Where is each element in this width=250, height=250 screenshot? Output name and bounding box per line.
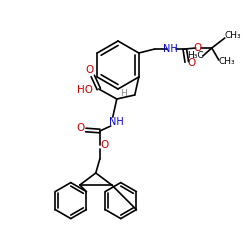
Text: H: H bbox=[120, 90, 127, 98]
Text: O: O bbox=[101, 140, 109, 150]
Text: CH₃: CH₃ bbox=[218, 58, 235, 66]
Text: O: O bbox=[77, 123, 85, 133]
Text: CH₃: CH₃ bbox=[224, 32, 241, 40]
Text: O: O bbox=[86, 65, 94, 75]
Text: NH: NH bbox=[110, 117, 124, 127]
Text: NH: NH bbox=[164, 44, 178, 54]
Text: HO: HO bbox=[77, 85, 93, 95]
Text: O: O bbox=[194, 43, 202, 53]
Text: O: O bbox=[188, 58, 196, 68]
Text: H₃C: H₃C bbox=[188, 52, 204, 60]
